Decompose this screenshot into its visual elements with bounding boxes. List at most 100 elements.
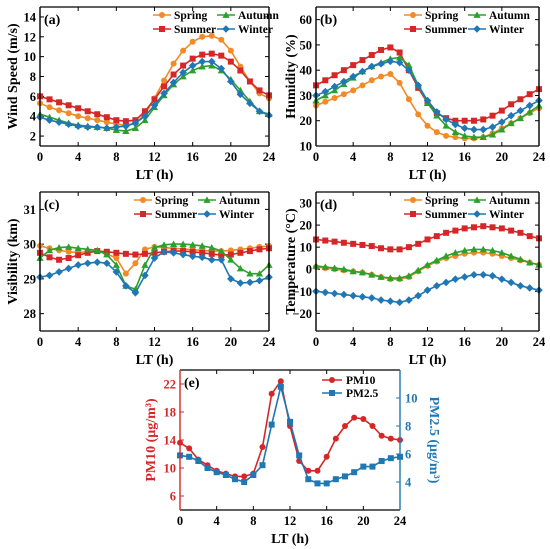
data-point-winter	[386, 57, 395, 66]
data-point-pm10	[387, 435, 394, 442]
data-point-pm10	[351, 414, 358, 421]
data-point-winter	[358, 67, 367, 76]
legend-label-spring: Spring	[425, 195, 458, 207]
data-point-winter	[498, 275, 506, 283]
data-point-winter	[321, 87, 330, 96]
panel-label: (b)	[320, 13, 337, 28]
x-tick-label: 8	[387, 335, 393, 349]
data-point-spring	[405, 96, 412, 103]
data-point-summer	[387, 246, 394, 253]
data-point-winter	[349, 72, 357, 81]
data-point-summer	[331, 238, 338, 245]
data-point-summer	[433, 233, 440, 240]
legend-marker-autumn	[222, 11, 230, 18]
data-point-winter	[525, 101, 534, 110]
data-point-pm10	[342, 423, 348, 429]
data-point-winter	[236, 279, 245, 287]
data-point-spring	[199, 33, 206, 40]
data-point-winter	[188, 61, 197, 70]
x-axis-label: LT (h)	[136, 353, 174, 368]
y-axis-label: Wind Speed (m/s)	[6, 23, 21, 130]
data-point-summer	[199, 249, 206, 256]
data-point-pm25	[332, 476, 339, 483]
x-tick-label: 20	[496, 335, 509, 349]
x-tick-label: 4	[350, 335, 357, 349]
legend-marker-pm10	[329, 377, 335, 383]
x-tick-label: 8	[113, 150, 119, 164]
data-point-pm10	[186, 445, 193, 452]
data-point-autumn	[368, 271, 376, 278]
data-point-winter	[507, 278, 515, 287]
legend-marker-autumn	[473, 11, 481, 18]
data-point-autumn	[405, 61, 413, 69]
chart-panel-2: 0 4 8 12 16 20 24 10 20 30 40 50 60 (b) LT (h) Humidity…	[284, 6, 546, 183]
data-point-summer	[498, 107, 505, 114]
data-point-spring	[340, 91, 347, 98]
data-point-pm10	[369, 423, 376, 429]
data-point-summer	[396, 246, 403, 253]
data-point-autumn	[208, 244, 216, 251]
series-line-summer	[315, 46, 540, 122]
data-point-summer	[350, 240, 357, 247]
y-tick-label: 12	[24, 30, 37, 44]
data-point-summer	[141, 108, 148, 115]
data-point-spring	[359, 82, 366, 89]
data-point-autumn	[488, 246, 497, 254]
y-tick-label: 31	[24, 203, 37, 217]
x-tick-label: 4	[214, 514, 221, 528]
data-point-winter	[432, 108, 441, 116]
data-point-spring	[415, 111, 422, 118]
data-point-winter	[479, 125, 488, 134]
data-point-pm25	[186, 453, 193, 460]
legend-marker-spring	[410, 12, 416, 18]
data-point-pm25	[305, 476, 312, 483]
data-point-autumn	[461, 246, 469, 254]
data-point-summer	[517, 229, 524, 236]
data-point-winter	[442, 115, 450, 124]
y-tick-label: 29	[24, 272, 37, 286]
y-tick-label: 30	[300, 89, 313, 103]
data-point-spring	[208, 32, 215, 39]
data-point-pm25	[314, 480, 321, 487]
data-point-pm25	[204, 465, 211, 471]
legend-marker-winter	[203, 210, 211, 218]
data-point-spring	[170, 60, 177, 67]
y-tick-label: 4	[30, 110, 37, 124]
data-point-autumn	[255, 270, 264, 277]
data-point-winter	[131, 119, 140, 127]
legend-marker-pm25	[329, 390, 335, 396]
data-point-summer	[65, 255, 72, 262]
data-point-summer	[498, 225, 505, 232]
data-point-summer	[237, 67, 244, 74]
chart-panel-5: 0 4 8 12 16 20 24 6 10 14 18 22 4 6 8 10 (e) LT (h) PM10 (…	[144, 369, 441, 547]
data-point-summer	[65, 102, 72, 109]
data-point-winter	[367, 62, 376, 71]
data-point-spring	[443, 132, 450, 139]
data-point-spring	[452, 134, 459, 141]
data-point-winter	[321, 288, 330, 297]
data-point-winter	[102, 259, 111, 268]
data-point-summer	[378, 245, 385, 252]
y-tick-label: 40	[300, 64, 313, 78]
legend-label-winter: Winter	[489, 24, 524, 36]
data-point-summer	[405, 244, 412, 251]
data-point-autumn	[470, 245, 478, 253]
x-axis-label: LT (h)	[136, 168, 174, 183]
x-tick-label: 4	[75, 335, 82, 349]
data-point-autumn	[479, 133, 487, 141]
data-point-summer	[199, 51, 206, 58]
data-point-autumn	[189, 241, 197, 248]
data-point-autumn	[470, 133, 478, 141]
legend-label-winter: Winter	[238, 24, 273, 36]
x-tick-label: 12	[148, 335, 161, 349]
data-point-spring	[218, 36, 225, 43]
data-point-pm25	[250, 472, 257, 478]
x-tick-label: 8	[113, 335, 119, 349]
data-point-winter	[442, 278, 450, 287]
data-point-autumn	[227, 256, 235, 263]
legend-marker-winter	[473, 210, 481, 218]
chart-panel-4: 0 4 8 12 16 20 24 −20 −10 0 10 20 30 (d) LT (h) Tempera…	[284, 191, 546, 368]
legend-label-autumn: Autumn	[489, 195, 531, 207]
data-point-winter	[179, 250, 187, 259]
data-point-pm10	[323, 453, 330, 460]
